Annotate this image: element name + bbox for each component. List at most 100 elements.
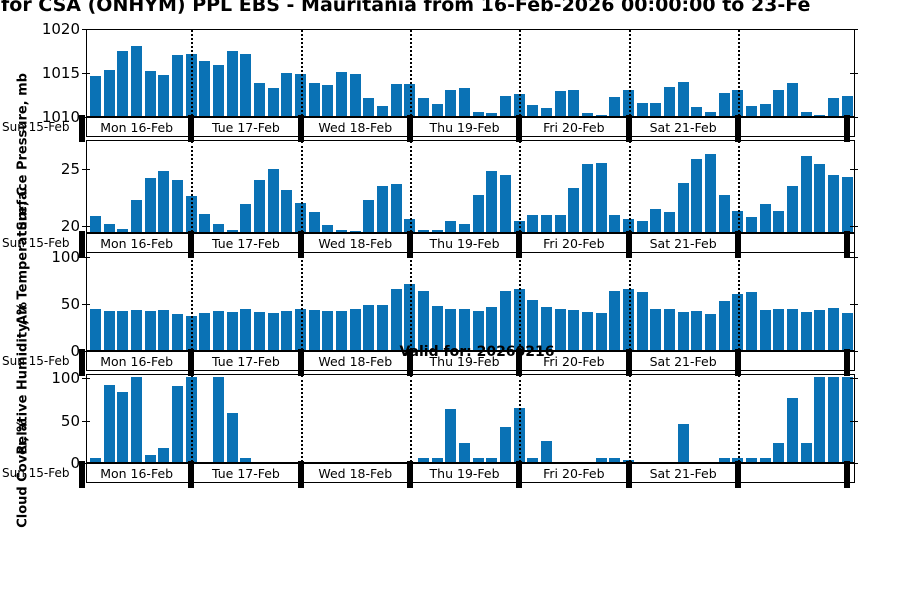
bar	[541, 440, 553, 462]
bar	[841, 377, 853, 462]
bar	[527, 214, 539, 232]
day-boundary-tick	[188, 231, 195, 258]
day-gridline	[628, 253, 631, 350]
bar	[759, 103, 771, 116]
bar	[322, 311, 334, 350]
bar	[677, 312, 689, 350]
bar	[814, 377, 826, 462]
bar	[103, 70, 115, 116]
day-gridline	[409, 141, 412, 232]
bar	[445, 308, 457, 350]
bar	[568, 89, 580, 116]
day-gridline	[628, 375, 631, 462]
y-tick-mark	[850, 168, 858, 170]
bar	[677, 182, 689, 232]
bar	[500, 427, 512, 462]
axis-start-label: Sun 15-Feb	[2, 236, 70, 250]
bar	[677, 423, 689, 462]
day-label: Wed 18-Feb	[318, 236, 393, 251]
day-label: Thu 19-Feb	[429, 236, 500, 251]
y-tick-mark	[82, 420, 90, 422]
bar	[172, 180, 184, 232]
bar	[773, 211, 785, 232]
day-boundary-tick	[188, 115, 195, 142]
day-gridline	[191, 253, 194, 350]
y-tick-mark	[82, 256, 90, 258]
chart-title: for CSA (ONHYM) PPL EBS - Mauritania fro…	[1, 0, 811, 16]
bar	[595, 313, 607, 350]
day-label: Wed 18-Feb	[318, 354, 393, 369]
bar	[459, 309, 471, 350]
y-tick-mark	[82, 29, 90, 30]
bar	[663, 308, 675, 350]
bar	[308, 310, 320, 350]
bar	[172, 55, 184, 116]
bar	[158, 448, 170, 462]
bar	[377, 304, 389, 350]
bar	[841, 95, 853, 116]
bar	[609, 457, 621, 462]
bar	[418, 290, 430, 350]
day-label: Tue 17-Feb	[212, 236, 280, 251]
y-tick-mark	[82, 378, 90, 380]
day-gridline	[519, 375, 522, 462]
bar	[199, 61, 211, 116]
day-boundary-tick	[625, 231, 632, 258]
y-tick-label: 1010	[41, 108, 80, 126]
bar	[281, 189, 293, 232]
day-boundary-tick	[734, 115, 741, 142]
bar	[254, 83, 266, 116]
day-boundary-tick	[625, 115, 632, 142]
bar	[431, 457, 443, 462]
day-boundary-tick	[625, 461, 632, 488]
bar	[349, 230, 361, 232]
bar	[472, 195, 484, 232]
bar	[213, 223, 225, 232]
bar	[609, 290, 621, 350]
bar	[131, 377, 143, 462]
day-label: Thu 19-Feb	[429, 354, 500, 369]
bar	[800, 112, 812, 116]
y-tick-mark	[850, 351, 858, 352]
bar	[158, 171, 170, 232]
bar	[226, 412, 238, 462]
bar	[117, 228, 129, 232]
bar	[650, 209, 662, 232]
bar	[172, 314, 184, 350]
bar	[445, 89, 457, 116]
day-boundary-tick	[625, 349, 632, 376]
bar	[431, 305, 443, 350]
bar	[213, 377, 225, 462]
bar	[308, 82, 320, 116]
bar	[745, 217, 757, 232]
day-boundary-tick	[297, 461, 304, 488]
cloud-day-axis: Mon 16-Feb Tue 17-Feb Wed 18-Feb Thu 19-Feb…	[79, 461, 855, 488]
bar	[117, 311, 129, 350]
bar	[240, 309, 252, 350]
y-tick-label: 0	[70, 454, 80, 472]
day-boundary-tick	[844, 461, 851, 488]
bar	[90, 75, 102, 116]
day-boundary-tick	[297, 115, 304, 142]
bar	[363, 98, 375, 116]
bar	[363, 199, 375, 232]
day-label: Fri 20-Feb	[543, 236, 605, 251]
day-label: Sat 21-Feb	[649, 236, 717, 251]
y-tick-label: 0	[70, 342, 80, 360]
bar	[500, 95, 512, 116]
day-gridline	[409, 253, 412, 350]
bar	[349, 73, 361, 116]
bar	[554, 309, 566, 350]
bar	[144, 455, 156, 462]
bar	[281, 311, 293, 350]
bar	[773, 442, 785, 462]
bar	[718, 300, 730, 350]
axis-start-label: Sun 15-Feb	[2, 354, 70, 368]
bar	[827, 174, 839, 232]
bar	[486, 171, 498, 232]
day-label: Mon 16-Feb	[100, 236, 174, 251]
bar	[363, 304, 375, 350]
bar	[800, 156, 812, 232]
bar	[213, 64, 225, 116]
bar	[663, 86, 675, 116]
